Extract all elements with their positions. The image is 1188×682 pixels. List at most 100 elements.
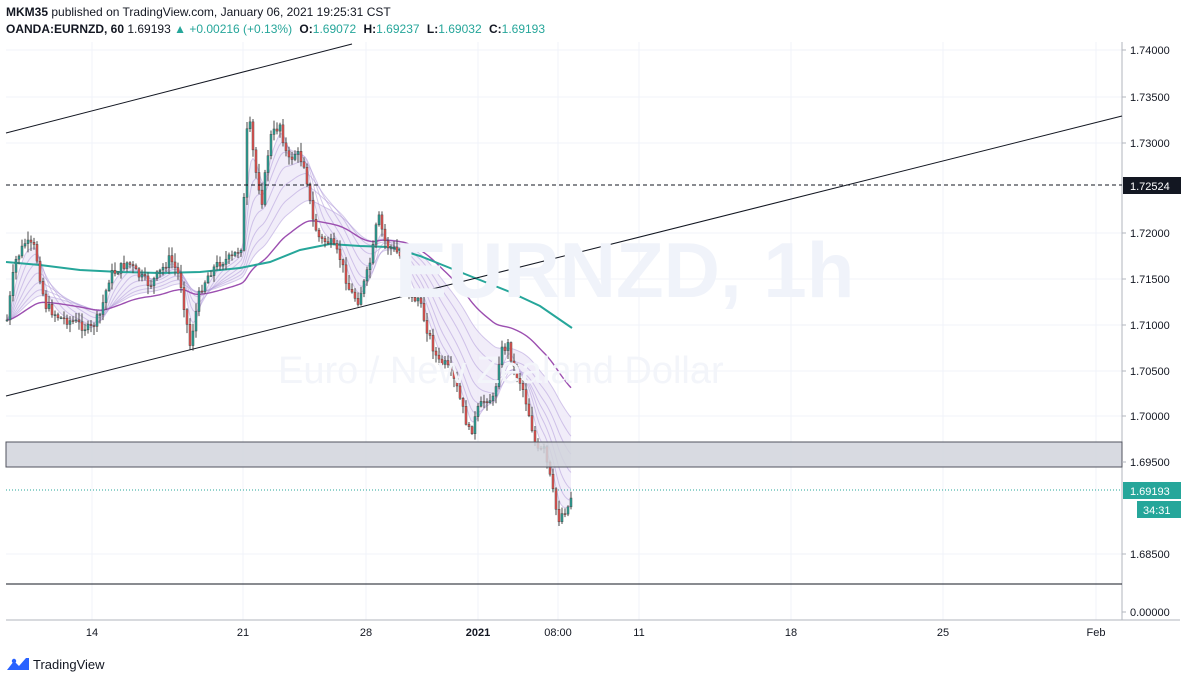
footer[interactable]: TradingView: [6, 654, 105, 674]
candle-body: [482, 401, 486, 403]
symbol-interval[interactable]: OANDA:EURNZD, 60: [6, 22, 125, 36]
lower-channel-line[interactable]: [5, 115, 1123, 397]
price-tick-label: 1.71000: [1130, 320, 1170, 332]
candle-body: [53, 314, 57, 316]
candle-body: [281, 124, 285, 144]
ema-line: [6, 161, 572, 473]
time-axis[interactable]: 14 21 28 2021 08:00 11 18 25 Feb: [86, 627, 1106, 639]
candle-body: [56, 314, 60, 319]
candle-body: [491, 395, 495, 401]
high-value: 1.69237: [376, 22, 420, 36]
upper-channel-line[interactable]: [5, 43, 353, 134]
publish-line: MKM35 published on TradingView.com, Janu…: [6, 5, 391, 20]
candle-body: [14, 258, 18, 273]
candle-body: [461, 397, 465, 407]
candle-body: [413, 297, 417, 302]
candle-body: [473, 416, 477, 434]
candle-body: [74, 319, 78, 322]
axes-frame: [6, 42, 1180, 621]
candle-body: [554, 488, 558, 510]
time-tick-label: 28: [360, 627, 372, 639]
candle-body: [308, 183, 312, 201]
price-axis[interactable]: 1.74000 1.73500 1.73000 1.72000 1.71500 1.710…: [1122, 45, 1170, 619]
candle-body: [431, 335, 435, 352]
candle-body: [185, 309, 189, 325]
candle-body: [278, 124, 282, 132]
candle-body: [17, 255, 21, 260]
candle-body: [362, 280, 366, 294]
candle-body: [260, 189, 264, 205]
candle-body: [98, 314, 102, 316]
candle-body: [32, 241, 36, 245]
footer-brand[interactable]: TradingView: [33, 656, 105, 672]
candle-body: [332, 238, 336, 244]
candle-body: [23, 243, 27, 247]
candle-body: [119, 263, 123, 274]
candle-body: [134, 265, 138, 270]
candle-body: [221, 264, 225, 267]
candle-body: [383, 228, 387, 242]
candle-body: [251, 121, 255, 151]
axis-badges: 1.72524 1.69193 34:31: [1123, 177, 1181, 518]
candle-body: [506, 342, 510, 351]
candle-body: [8, 295, 12, 321]
candle-body: [560, 513, 564, 523]
candle-body: [470, 426, 474, 434]
candle-body: [566, 506, 570, 515]
candle-body: [143, 274, 147, 277]
candle-body: [191, 330, 195, 346]
candle-body: [485, 401, 489, 403]
low-label: L:: [426, 22, 439, 36]
candle-body: [350, 289, 354, 293]
candle-body: [38, 260, 42, 282]
candle-body: [104, 290, 108, 303]
ribbon-fill: [7, 133, 571, 508]
candle-body: [80, 321, 84, 331]
candle-body: [521, 383, 525, 390]
candle-body: [464, 406, 468, 425]
author-name[interactable]: MKM35: [6, 5, 49, 19]
candle-body: [188, 324, 192, 346]
candle-body: [182, 287, 186, 310]
last-price-badge: [1123, 482, 1181, 499]
candle-body: [206, 275, 210, 284]
time-tick-label: 21: [237, 627, 249, 639]
ema-slow-line: [5, 242, 573, 329]
candle-body: [365, 269, 369, 282]
candle-body: [416, 297, 420, 302]
support-zone[interactable]: [5, 441, 1123, 468]
candle-body: [50, 304, 54, 316]
candle-body: [227, 254, 231, 260]
time-tick-label: Feb: [1087, 627, 1106, 639]
candle-body: [263, 172, 267, 205]
candle-body: [557, 508, 561, 523]
candle-body: [65, 317, 69, 325]
drawings[interactable]: [5, 43, 1123, 491]
candle-body: [380, 214, 384, 230]
candle-body: [398, 251, 402, 257]
candle-body: [515, 366, 519, 379]
candle-body: [107, 282, 111, 291]
candle-body: [455, 378, 459, 387]
candles: [5, 116, 573, 527]
candle-body: [218, 262, 222, 267]
candle-body: [458, 385, 462, 399]
candle-body: [290, 156, 294, 160]
candle-body: [386, 240, 390, 249]
candle-body: [158, 269, 162, 272]
candle-body: [293, 154, 297, 160]
candle-body: [443, 360, 447, 365]
candle-body: [116, 273, 120, 275]
candle-body: [92, 325, 96, 327]
candle-body: [197, 290, 201, 312]
candle-body: [323, 238, 327, 242]
candle-body: [335, 243, 339, 250]
candle-body: [179, 272, 183, 288]
price-tick-label: 1.69500: [1130, 457, 1170, 469]
candle-body: [224, 258, 228, 265]
candle-body: [155, 271, 159, 279]
candle-body: [305, 166, 309, 185]
time-tick-label: 14: [86, 627, 98, 639]
candle-body: [401, 255, 405, 263]
